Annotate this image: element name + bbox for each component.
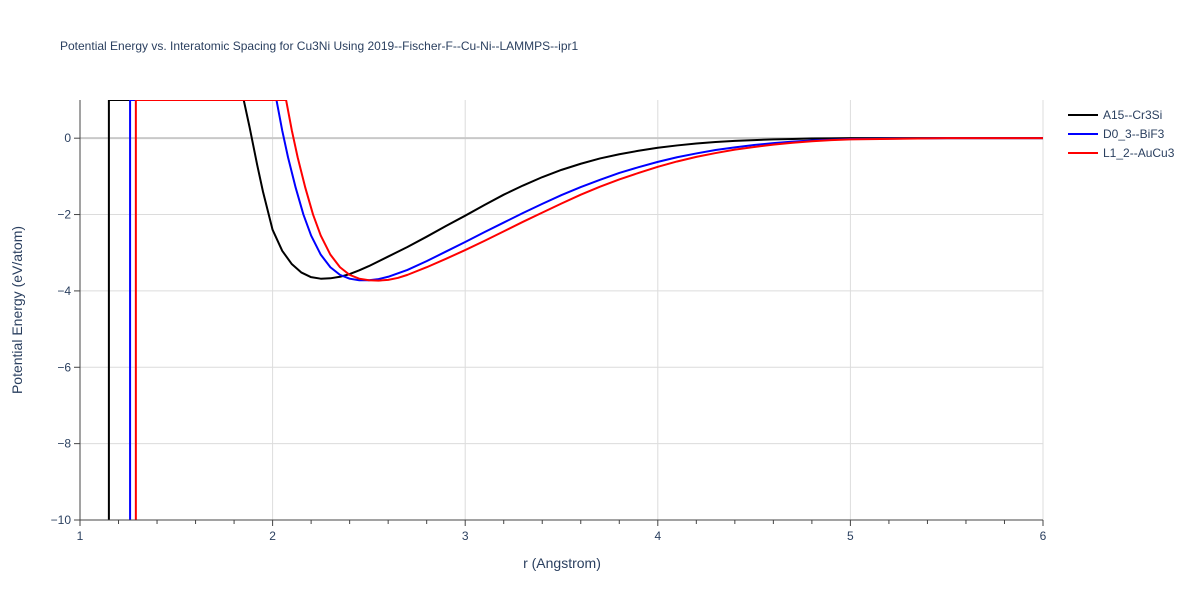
chart-title: Potential Energy vs. Interatomic Spacing… xyxy=(60,39,578,53)
legend-label: A15--Cr3Si xyxy=(1103,108,1162,122)
y-axis-ticks: 0 −2 −4 −6 −8 −10 xyxy=(51,131,80,527)
legend-item[interactable]: L1_2--AuCu3 xyxy=(1068,146,1175,160)
y-tick-label: 0 xyxy=(64,131,71,145)
y-tick-label: −10 xyxy=(51,513,72,527)
grid xyxy=(80,100,1044,520)
legend-item[interactable]: A15--Cr3Si xyxy=(1068,108,1162,122)
legend[interactable]: A15--Cr3Si D0_3--BiF3 L1_2--AuCu3 xyxy=(1068,108,1175,160)
y-tick-label: −6 xyxy=(57,360,71,374)
x-axis-title: r (Angstrom) xyxy=(523,555,601,571)
x-tick-label: 2 xyxy=(269,529,276,543)
y-tick-label: −4 xyxy=(57,284,71,298)
series-line-2[interactable] xyxy=(134,100,1043,520)
x-tick-label: 1 xyxy=(77,529,84,543)
x-tick-label: 4 xyxy=(654,529,661,543)
legend-label: L1_2--AuCu3 xyxy=(1103,146,1175,160)
x-axis-ticks: 1 2 3 4 5 6 xyxy=(77,520,1047,543)
x-tick-label: 5 xyxy=(847,529,854,543)
y-tick-label: −2 xyxy=(57,208,71,222)
series-line-1[interactable] xyxy=(129,100,1043,520)
x-tick-label: 6 xyxy=(1040,529,1047,543)
y-axis-title: Potential Energy (eV/atom) xyxy=(9,226,25,394)
x-tick-label: 3 xyxy=(462,529,469,543)
legend-label: D0_3--BiF3 xyxy=(1103,127,1165,141)
legend-item[interactable]: D0_3--BiF3 xyxy=(1068,127,1165,141)
y-tick-label: −8 xyxy=(57,437,71,451)
series-layer xyxy=(107,100,1043,520)
series-line-0[interactable] xyxy=(107,100,1043,520)
axes xyxy=(79,100,1043,521)
